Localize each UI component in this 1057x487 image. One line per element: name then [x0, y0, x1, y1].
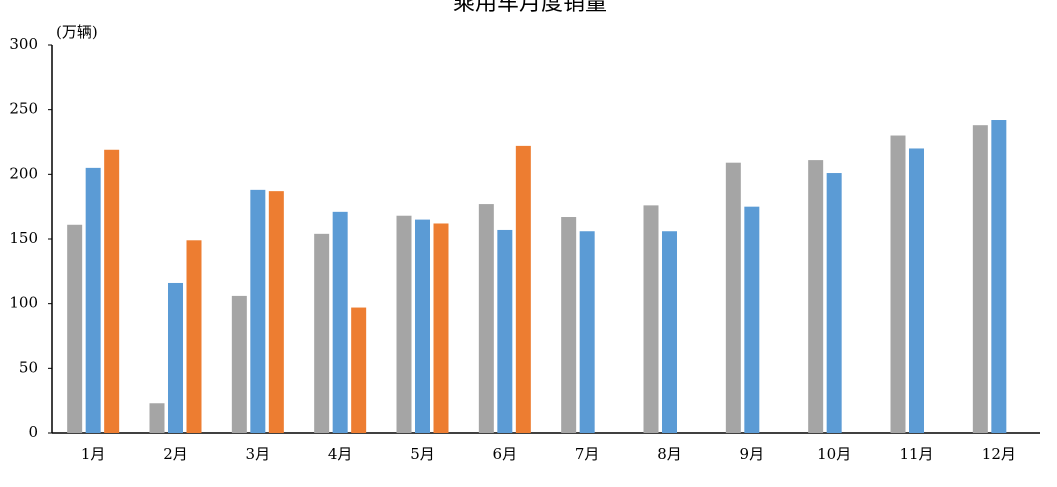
x-tick-label: 2月: [163, 445, 188, 463]
bar: [890, 135, 906, 434]
x-tick-label: 12月: [982, 445, 1016, 463]
y-axis-label: (万辆): [56, 23, 98, 41]
bar: [497, 229, 513, 433]
x-tick-label: 5月: [410, 445, 435, 463]
bar: [149, 403, 165, 433]
bar: [168, 282, 183, 433]
bar: [250, 189, 266, 433]
x-tick-label: 7月: [575, 445, 600, 463]
bar: [662, 231, 677, 433]
bar: [643, 205, 659, 433]
bar: [561, 217, 577, 433]
bar: [332, 211, 348, 433]
bar: [972, 125, 988, 433]
bar: [579, 231, 595, 433]
chart-title: 乘用车月度销量: [453, 0, 607, 16]
x-tick-label: 3月: [246, 445, 271, 463]
x-tick-label: 9月: [740, 445, 765, 463]
y-tick-label: 0: [28, 423, 38, 441]
bar: [314, 233, 330, 433]
y-tick-label: 100: [9, 294, 38, 312]
y-tick-label: 250: [9, 100, 38, 118]
x-tick-label: 8月: [657, 445, 682, 463]
bar: [351, 307, 367, 433]
x-tick-label: 6月: [493, 445, 518, 463]
x-tick-label: 4月: [328, 445, 353, 463]
bar: [433, 223, 449, 433]
bar: [186, 240, 202, 433]
bar: [515, 145, 531, 433]
bar: [991, 120, 1007, 433]
x-tick-label: 1月: [81, 445, 106, 463]
y-tick-label: 150: [9, 229, 38, 247]
bar: [85, 167, 101, 433]
bar: [808, 160, 824, 433]
bar: [231, 295, 247, 433]
y-tick-label: 200: [9, 164, 38, 182]
bar: [268, 191, 284, 433]
y-tick-label: 300: [9, 35, 38, 53]
y-tick-label: 50: [19, 358, 38, 376]
x-tick-label: 10月: [817, 445, 851, 463]
bar: [744, 206, 760, 433]
bar: [67, 224, 83, 433]
bar: [415, 219, 430, 433]
bar: [104, 149, 120, 433]
x-tick-label: 11月: [899, 445, 933, 463]
bar: [826, 173, 842, 434]
bar: [909, 148, 924, 433]
bar: [725, 162, 741, 433]
bar: [478, 204, 494, 433]
bar: [396, 215, 412, 433]
